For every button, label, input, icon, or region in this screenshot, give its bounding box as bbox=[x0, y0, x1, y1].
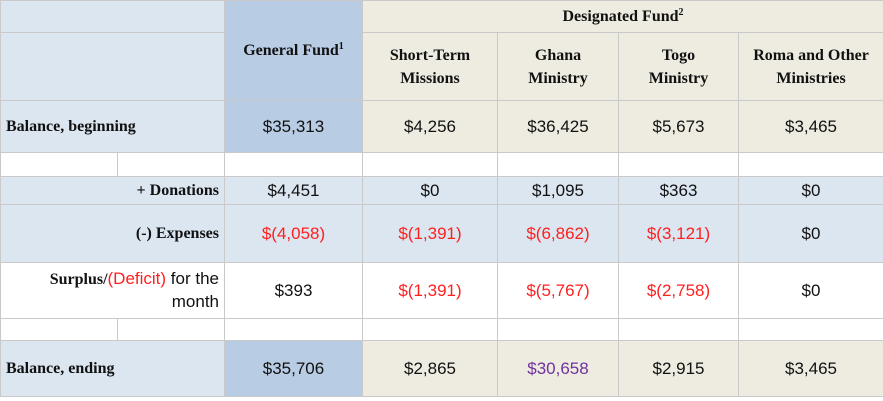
column-header-short-term: Short-Term Missions bbox=[362, 32, 498, 101]
row-label-prefix: (-) bbox=[135, 224, 156, 242]
column-header-line: Short-Term bbox=[389, 46, 471, 64]
cell-general-fund: $35,706 bbox=[224, 340, 363, 397]
table-row-balance-beginning: Balance, beginning $35,313 $4,256 $36,42… bbox=[0, 100, 883, 153]
month-label: month bbox=[171, 292, 219, 311]
cell-ghana: $30,658 bbox=[497, 340, 619, 397]
column-header-line: Ghana bbox=[534, 46, 582, 64]
header-corner-cell-lower bbox=[0, 32, 225, 101]
spacer-cell bbox=[117, 318, 225, 341]
spacer-row bbox=[0, 152, 883, 177]
designated-fund-label: Designated Fund bbox=[562, 8, 679, 25]
spacer-cell bbox=[497, 318, 619, 341]
cell-ghana: $(6,862) bbox=[497, 204, 619, 263]
spacer-cell bbox=[497, 152, 619, 177]
row-label-donations: + Donations bbox=[0, 176, 225, 205]
table-row-balance-ending: Balance, ending $35,706 $2,865 $30,658 $… bbox=[0, 340, 883, 397]
designated-fund-header: Designated Fund2 bbox=[361, 0, 883, 33]
designated-fund-footnote: 2 bbox=[678, 7, 684, 18]
deficit-label: (Deficit) bbox=[107, 269, 167, 288]
spacer-cell bbox=[362, 152, 498, 177]
spacer-cell bbox=[0, 152, 118, 177]
column-header-line: Ministry bbox=[528, 69, 588, 87]
table-row-donations: + Donations $4,451 $0 $1,095 $363 $0 bbox=[0, 176, 883, 205]
column-header-line: Ministry bbox=[648, 69, 709, 87]
spacer-row bbox=[0, 318, 883, 341]
cell-togo: $(2,758) bbox=[618, 262, 739, 319]
cell-short-term: $2,865 bbox=[362, 340, 498, 397]
column-header-line: Togo bbox=[661, 46, 696, 64]
header-corner-cell bbox=[0, 0, 225, 33]
spacer-cell bbox=[737, 318, 883, 341]
row-label-surplus: Surplus/(Deficit) for the month bbox=[0, 262, 225, 319]
row-label-prefix: + bbox=[136, 181, 150, 199]
row-label-text: Expenses bbox=[155, 224, 219, 242]
cell-togo: $363 bbox=[618, 176, 739, 205]
cell-short-term: $0 bbox=[362, 176, 498, 205]
surplus-label: Surplus/ bbox=[49, 271, 108, 288]
column-header-line: Missions bbox=[400, 69, 460, 87]
column-header-line: Roma and Other bbox=[753, 46, 869, 64]
cell-ghana: $(5,767) bbox=[497, 262, 619, 319]
spacer-cell bbox=[362, 318, 498, 341]
cell-general-fund: $4,451 bbox=[224, 176, 363, 205]
general-fund-label: General Fund bbox=[243, 42, 339, 59]
spacer-cell bbox=[0, 318, 118, 341]
column-header-line: Ministries bbox=[776, 69, 846, 87]
cell-ghana: $1,095 bbox=[497, 176, 619, 205]
cell-general-fund: $35,313 bbox=[224, 100, 363, 153]
table-row-surplus-deficit: Surplus/(Deficit) for the month $393 $(1… bbox=[0, 262, 883, 319]
cell-short-term: $(1,391) bbox=[362, 262, 498, 319]
cell-general-fund: $(4,058) bbox=[224, 204, 363, 263]
column-header-roma: Roma and Other Ministries bbox=[737, 32, 883, 101]
row-label-balance-ending: Balance, ending bbox=[0, 340, 225, 397]
cell-togo: $5,673 bbox=[618, 100, 739, 153]
spacer-cell bbox=[117, 152, 225, 177]
spacer-cell bbox=[224, 318, 363, 341]
cell-roma: $0 bbox=[737, 262, 883, 319]
cell-ghana: $36,425 bbox=[497, 100, 619, 153]
cell-roma: $3,465 bbox=[737, 100, 883, 153]
cell-short-term: $4,256 bbox=[362, 100, 498, 153]
spacer-cell bbox=[224, 152, 363, 177]
table-row-expenses: (-) Expenses $(4,058) $(1,391) $(6,862) … bbox=[0, 204, 883, 263]
spacer-cell bbox=[618, 152, 739, 177]
for-the-label: for the bbox=[166, 269, 219, 288]
column-header-togo: Togo Ministry bbox=[618, 32, 739, 101]
cell-general-fund: $393 bbox=[224, 262, 363, 319]
cell-roma: $0 bbox=[737, 204, 883, 263]
spacer-cell bbox=[737, 152, 883, 177]
cell-togo: $2,915 bbox=[618, 340, 739, 397]
cell-short-term: $(1,391) bbox=[362, 204, 498, 263]
row-label-text: Donations bbox=[149, 181, 219, 199]
general-fund-header: General Fund1 bbox=[224, 0, 363, 101]
row-label-balance-beginning: Balance, beginning bbox=[0, 100, 225, 153]
general-fund-footnote: 1 bbox=[338, 41, 344, 52]
row-label-expenses: (-) Expenses bbox=[0, 204, 225, 263]
column-header-ghana: Ghana Ministry bbox=[497, 32, 619, 101]
cell-togo: $(3,121) bbox=[618, 204, 739, 263]
cell-roma: $3,465 bbox=[737, 340, 883, 397]
spacer-cell bbox=[618, 318, 739, 341]
cell-roma: $0 bbox=[737, 176, 883, 205]
